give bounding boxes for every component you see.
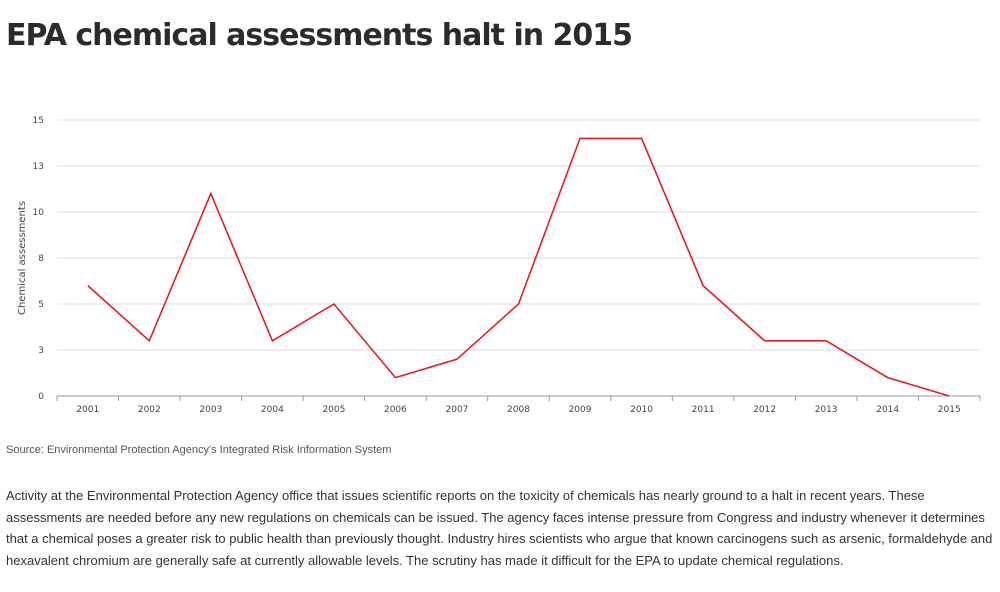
y-tick-label: 8 [38, 254, 44, 264]
x-tick-label: 2006 [384, 405, 407, 415]
y-tick-label: 10 [33, 208, 45, 218]
chart-headline: EPA chemical assessments halt in 2015 [6, 18, 633, 53]
x-tick-label: 2009 [569, 405, 592, 415]
y-tick-label: 15 [33, 116, 44, 126]
y-tick-label: 0 [38, 392, 44, 402]
x-tick-label: 2001 [76, 405, 99, 415]
x-tick-label: 2011 [692, 405, 715, 415]
y-tick-label: 5 [38, 300, 44, 310]
source-note: Source: Environmental Protection Agency'… [6, 444, 392, 456]
series-line [87, 137, 950, 397]
x-tick-label: 2015 [938, 405, 961, 415]
x-tick-label: 2005 [322, 405, 345, 415]
x-tick-label: 2010 [630, 405, 653, 415]
x-tick-label: 2014 [876, 405, 899, 415]
x-tick-label: 2002 [138, 405, 161, 415]
x-tick-label: 2007 [446, 405, 469, 415]
x-tick-label: 2012 [753, 405, 776, 415]
x-tick-label: 2008 [507, 405, 530, 415]
description-paragraph: Activity at the Environmental Protection… [6, 488, 993, 568]
y-axis-tick-labels: 0 3 5 8 10 13 15 [33, 116, 45, 402]
x-axis [56, 395, 981, 401]
series-lines [87, 137, 950, 397]
x-tick-label: 2003 [199, 405, 222, 415]
y-tick-label: 13 [33, 162, 44, 172]
x-axis-tick-labels: 2001 2002 2003 2004 2005 2006 2007 2008 2009 2010… [76, 405, 960, 415]
x-tick-label: 2004 [261, 405, 284, 415]
grid-lines [57, 119, 980, 351]
y-tick-label: 3 [38, 346, 44, 356]
y-axis-title: Chemical assessments [17, 201, 28, 315]
x-tick-label: 2013 [815, 405, 838, 415]
